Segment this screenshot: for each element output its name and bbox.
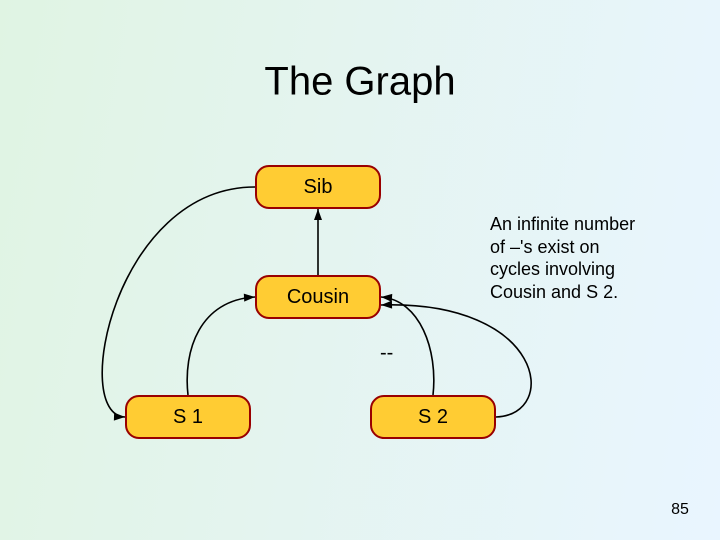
slide-stage: The Graph Sib Cousin S 1 S 2 -- An infin… bbox=[0, 0, 720, 540]
dash-label: -- bbox=[380, 342, 393, 365]
page-number: 85 bbox=[671, 501, 689, 519]
slide-title: The Graph bbox=[264, 60, 455, 105]
node-sib-label: Sib bbox=[304, 176, 333, 199]
node-cousin: Cousin bbox=[255, 275, 381, 319]
node-s2-label: S 2 bbox=[418, 406, 448, 429]
node-s1: S 1 bbox=[125, 395, 251, 439]
annotation-text: An infinite numberof –'s exist oncycles … bbox=[490, 213, 635, 303]
node-s1-label: S 1 bbox=[173, 406, 203, 429]
node-s2: S 2 bbox=[370, 395, 496, 439]
node-cousin-label: Cousin bbox=[287, 286, 349, 309]
node-sib: Sib bbox=[255, 165, 381, 209]
